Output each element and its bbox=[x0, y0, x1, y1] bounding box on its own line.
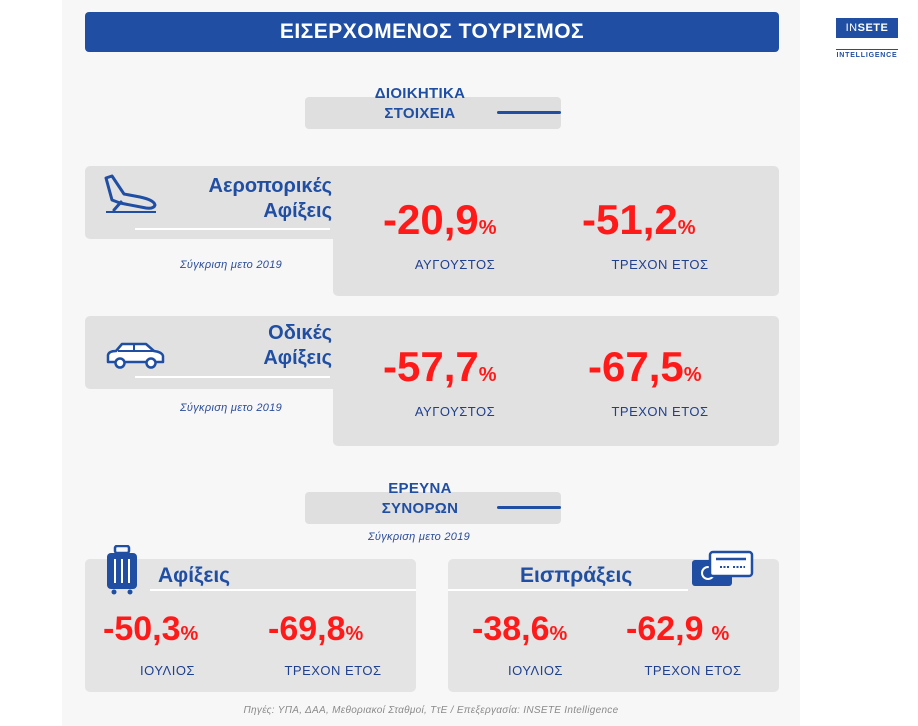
logo-subtitle: INTELLIGENCE bbox=[836, 49, 898, 59]
road-divider bbox=[135, 376, 330, 378]
logo-prefix: IN bbox=[845, 22, 858, 34]
air-month-value: -20,9% bbox=[383, 196, 497, 244]
car-icon bbox=[106, 342, 165, 369]
air-label-card bbox=[85, 166, 345, 239]
air-ytd-value: -51,2% bbox=[582, 196, 696, 244]
road-category-line1: Οδικές bbox=[268, 322, 332, 344]
page-title: ΕΙΣΕΡΧΟΜΕΝΟΣ ΤΟΥΡΙΣΜΟΣ bbox=[85, 12, 779, 52]
border-title-line1: ΕΡΕΥΝΑ bbox=[388, 480, 452, 497]
receipts-month-percent: % bbox=[549, 623, 568, 645]
air-ytd-label: ΤΡΕΧΟΝ ΕΤΟΣ bbox=[611, 257, 709, 272]
air-ytd-percent: % bbox=[677, 217, 696, 239]
receipts-month-label: ΙΟΥΛΙΟΣ bbox=[508, 663, 563, 678]
road-comparison: Σύγκριση μετο 2019 bbox=[180, 402, 283, 414]
road-month-value: -57,7% bbox=[383, 343, 497, 391]
suitcase-icon bbox=[107, 545, 137, 595]
logo-suffix: SETE bbox=[857, 22, 889, 34]
receipts-ytd-label: ΤΡΕΧΟΝ ΕΤΟΣ bbox=[644, 663, 742, 678]
border-comparison: Σύγκριση μετο 2019 bbox=[368, 531, 471, 543]
admin-underline bbox=[497, 111, 561, 114]
air-values-card bbox=[333, 166, 779, 296]
road-category-line2: Αφίξεις bbox=[263, 347, 332, 369]
road-ytd-value: -67,5% bbox=[588, 343, 702, 391]
air-category: Αεροπορικές Αφίξεις bbox=[160, 174, 332, 224]
receipts-month-number: -38,6 bbox=[472, 610, 550, 648]
arrivals-month-value: -50,3% bbox=[103, 610, 198, 649]
receipts-month-value: -38,6% bbox=[472, 610, 567, 649]
road-category: Οδικές Αφίξεις bbox=[160, 321, 332, 371]
road-month-percent: % bbox=[478, 364, 497, 386]
receipts-ytd-percent: % bbox=[711, 623, 730, 645]
road-ytd-number: -67,5 bbox=[588, 343, 684, 390]
air-month-number: -20,9 bbox=[383, 196, 479, 243]
admin-title-line2: ΣΤΟΙΧΕΙΑ bbox=[384, 105, 456, 122]
road-values-card bbox=[333, 316, 779, 446]
insete-logo: IN SETE bbox=[836, 18, 898, 38]
arrivals-category: Αφίξεις bbox=[158, 564, 231, 587]
receipts-ytd-value: -62,9% bbox=[626, 610, 729, 649]
road-month-number: -57,7 bbox=[383, 343, 479, 390]
air-month-label: ΑΥΓΟΥΣΤΟΣ bbox=[414, 257, 496, 272]
air-category-line1: Αεροπορικές bbox=[208, 175, 332, 197]
road-ytd-percent: % bbox=[683, 364, 702, 386]
arrivals-month-number: -50,3 bbox=[103, 610, 181, 648]
arrivals-ytd-label: ΤΡΕΧΟΝ ΕΤΟΣ bbox=[284, 663, 382, 678]
arrivals-ytd-value: -69,8% bbox=[268, 610, 363, 649]
sources-footer: Πηγές: ΥΠΑ, ΔΑΑ, Μεθοριακοί Σταθμοί, ΤτΕ… bbox=[243, 705, 619, 716]
road-ytd-label: ΤΡΕΧΟΝ ΕΤΟΣ bbox=[611, 404, 709, 419]
arrivals-ytd-percent: % bbox=[345, 623, 364, 645]
border-underline bbox=[497, 506, 561, 509]
admin-title-line1: ΔΙΟΙΚΗΤΙΚΑ bbox=[374, 85, 466, 102]
airplane-landing-icon bbox=[104, 174, 157, 213]
border-title-line2: ΣΥΝΟΡΩΝ bbox=[381, 500, 459, 517]
air-divider bbox=[135, 228, 330, 230]
arrivals-ytd-number: -69,8 bbox=[268, 610, 346, 648]
arrivals-divider bbox=[150, 589, 416, 591]
arrivals-card bbox=[85, 559, 416, 692]
arrivals-month-label: ΙΟΥΛΙΟΣ bbox=[140, 663, 195, 678]
arrivals-month-percent: % bbox=[180, 623, 199, 645]
air-month-percent: % bbox=[478, 217, 497, 239]
road-month-label: ΑΥΓΟΥΣΤΟΣ bbox=[414, 404, 496, 419]
credit-card-icon bbox=[692, 550, 754, 586]
receipts-category: Εισπράξεις bbox=[520, 564, 633, 587]
admin-section-title: ΔΙΟΙΚΗΤΙΚΑ ΣΤΟΙΧΕΙΑ bbox=[360, 84, 480, 124]
air-category-line2: Αφίξεις bbox=[263, 200, 332, 222]
receipts-ytd-number: -62,9 bbox=[626, 610, 704, 648]
air-comparison: Σύγκριση μετο 2019 bbox=[180, 259, 283, 271]
border-section-title: ΕΡΕΥΝΑ ΣΥΝΟΡΩΝ bbox=[360, 479, 480, 519]
air-ytd-number: -51,2 bbox=[582, 196, 678, 243]
receipts-divider bbox=[448, 589, 688, 591]
